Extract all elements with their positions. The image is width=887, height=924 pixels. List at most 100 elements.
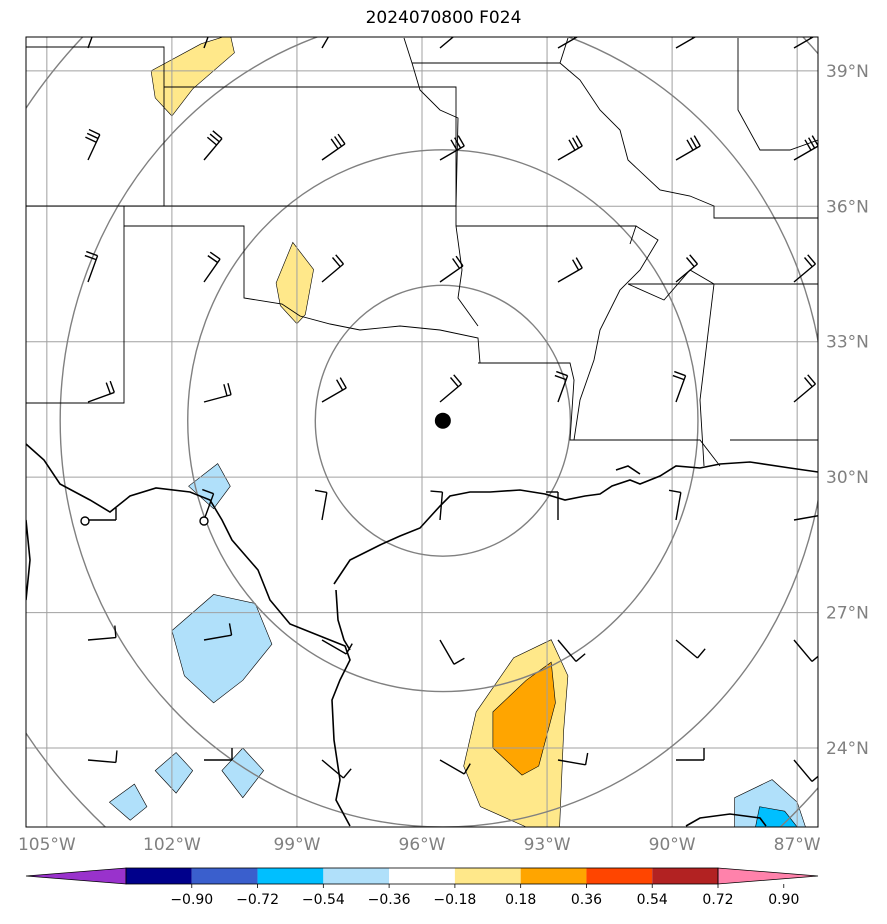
longitude-tick-labels: 105°W 102°W 99°W 96°W 93°W 90°W 87°W: [18, 835, 821, 855]
wind-barb: [793, 135, 818, 161]
latitude-tick-label: 27°N: [826, 604, 869, 624]
wind-barb: [439, 374, 462, 403]
colorbar-label: 0.72: [702, 892, 733, 908]
range-ring: [59, 37, 818, 827]
contour-outline: [221, 747, 264, 799]
range-ring: [187, 149, 699, 693]
wind-barb: [793, 37, 815, 49]
colorbar-label: 0.36: [571, 892, 602, 908]
contour-area: [221, 748, 264, 798]
wind-barb: [672, 370, 687, 403]
wind-barb: [321, 759, 352, 779]
contour-outline: [734, 779, 806, 827]
wind-barb: [668, 489, 682, 521]
wind-barb: [675, 639, 706, 659]
wind-barb: [430, 490, 444, 521]
contour-area: [492, 662, 556, 776]
wind-barb: [793, 759, 818, 782]
wind-barb: [439, 37, 455, 49]
station-marker: [80, 516, 90, 526]
contour-outline: [171, 594, 273, 704]
center-marker: [434, 412, 451, 429]
longitude-tick-label: 105°W: [18, 835, 76, 855]
wind-barb: [202, 488, 215, 521]
wind-barb: [203, 37, 209, 49]
station-marker: [199, 516, 209, 526]
wind-barb: [554, 370, 569, 403]
contour-outline: [108, 783, 148, 821]
contour-outline: [154, 752, 194, 794]
wind-barb: [557, 135, 583, 161]
wind-barb: [557, 257, 583, 283]
colorbar-frame: [125, 867, 719, 885]
wind-barb: [321, 133, 346, 161]
colorbar-segment: [389, 868, 455, 884]
colorbar-label: −0.54: [302, 892, 345, 908]
longitude-tick-label: 99°W: [273, 835, 320, 855]
wind-barb: [203, 382, 232, 403]
plot-frame: [25, 36, 819, 828]
wind-barb: [321, 639, 353, 655]
wind-barb: [675, 37, 697, 49]
lat-lon-grid: [26, 37, 818, 827]
contour-outline: [755, 806, 798, 827]
wind-barb: [557, 639, 586, 662]
colorbar-extend-low: [25, 867, 127, 885]
longitude-tick-label: 96°W: [399, 835, 446, 855]
wind-barb: [676, 748, 705, 761]
latitude-tick-label: 24°N: [826, 739, 869, 759]
wind-barb: [439, 135, 465, 161]
wind-barb: [85, 128, 101, 161]
colorbar-segment: [257, 868, 324, 884]
wind-barb: [84, 250, 99, 283]
wind-barb: [87, 625, 117, 641]
latitude-tick-label: 36°N: [826, 197, 869, 217]
wind-barb: [793, 639, 818, 662]
wind-barb: [203, 130, 223, 161]
contour-area: [155, 752, 193, 794]
longitude-tick-label: 93°W: [524, 835, 571, 855]
range-ring: [314, 284, 572, 557]
state-borders: [26, 37, 818, 467]
latitude-tick-label: 39°N: [826, 62, 869, 82]
wind-barb: [439, 759, 471, 775]
wind-barb: [87, 380, 115, 403]
wind-barb: [557, 37, 579, 49]
colorbar: −0.90 −0.72 −0.54 −0.36 −0.18 0.18 0.36 0.54 0.7…: [25, 867, 819, 908]
colorbar-label: −0.36: [368, 892, 411, 908]
latitude-tick-labels: 39°N 36°N 33°N 30°N 27°N 24°N: [826, 62, 869, 759]
coastline: [26, 443, 818, 827]
contour-outline: [188, 463, 231, 510]
contour-area: [171, 594, 272, 703]
wind-barb: [314, 489, 328, 521]
colorbar-label: 0.18: [505, 892, 536, 908]
longitude-tick-label: 87°W: [774, 835, 821, 855]
wind-barb: [793, 254, 816, 283]
wind-barb: [87, 37, 93, 49]
wind-barb: [87, 750, 118, 764]
wind-barb: [321, 254, 344, 283]
wind-barb: [546, 491, 559, 520]
contour-area: [276, 242, 314, 324]
colorbar-segment: [191, 868, 258, 884]
colorbar-segment: [586, 868, 653, 884]
colorbar-label: 0.90: [768, 892, 799, 908]
contour-area: [188, 463, 231, 509]
wind-barb: [675, 135, 701, 161]
colorbar-label: −0.18: [433, 892, 476, 908]
colorbar-segment: [652, 868, 718, 884]
colorbar-label: −0.72: [236, 892, 279, 908]
contour-area: [109, 784, 147, 821]
wind-barbs: [84, 37, 818, 782]
wind-barb: [793, 374, 816, 403]
contour-area: [755, 806, 798, 827]
contour-outline: [463, 639, 569, 827]
wind-barb: [203, 251, 221, 283]
colorbar-label: −0.90: [170, 892, 213, 908]
contour-outline-layer: [108, 37, 806, 827]
wind-barb: [88, 508, 117, 521]
wind-barb: [439, 255, 464, 283]
wind-barb: [321, 377, 347, 403]
longitude-tick-label: 90°W: [649, 835, 696, 855]
